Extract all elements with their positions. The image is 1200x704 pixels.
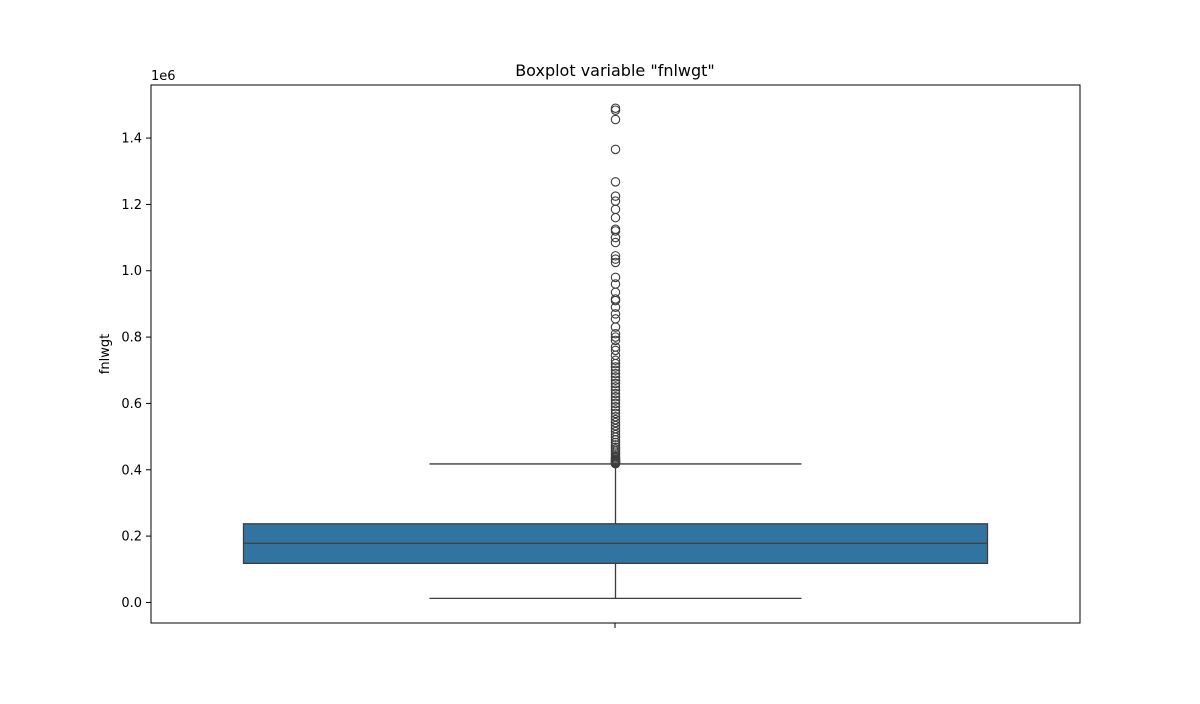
outlier-point xyxy=(610,378,621,389)
outlier-point xyxy=(610,405,621,415)
outlier-point xyxy=(610,114,621,125)
outlier-point xyxy=(610,251,621,261)
outlier-point xyxy=(610,382,621,392)
outlier-point xyxy=(610,103,621,113)
outlier-point xyxy=(610,388,621,399)
outlier-point xyxy=(610,362,621,372)
outlier-point xyxy=(610,314,621,324)
outlier-points xyxy=(610,103,621,469)
outlier-point xyxy=(610,417,621,428)
outlier-point xyxy=(610,411,621,422)
outlier-point xyxy=(610,440,621,450)
outlier-point xyxy=(610,272,621,283)
outlier-point xyxy=(610,329,621,339)
outlier-point xyxy=(610,345,621,356)
y-axis-ticks: 0.0 0.2 0.4 0.6 0.8 1.0 1.2 1.4 xyxy=(121,132,151,611)
outlier-point xyxy=(610,372,621,382)
outlier-point xyxy=(610,279,621,289)
y-tick-label: 1.2 xyxy=(121,198,142,213)
outlier-point xyxy=(610,368,621,379)
outlier-point xyxy=(610,257,621,268)
outlier-point xyxy=(610,224,621,235)
outlier-point xyxy=(610,414,621,425)
outlier-point xyxy=(610,395,621,405)
y-tick-label: 0.0 xyxy=(121,596,142,611)
outlier-point xyxy=(610,429,621,440)
outlier-point xyxy=(610,191,621,201)
outlier-point xyxy=(610,177,621,187)
chart-title: Boxplot variable "fnlwgt" xyxy=(515,61,715,80)
outlier-point xyxy=(610,294,621,304)
outlier-point xyxy=(610,332,621,342)
outlier-point xyxy=(610,309,621,319)
outlier-point xyxy=(610,392,621,402)
y-tick-label: 0.2 xyxy=(121,530,142,545)
box-group xyxy=(242,463,989,600)
outlier-point xyxy=(610,335,621,346)
outlier-point xyxy=(610,385,621,395)
outlier-point xyxy=(610,426,621,437)
outlier-point xyxy=(610,420,621,431)
y-tick-label: 0.6 xyxy=(121,397,142,412)
outlier-point xyxy=(610,254,621,264)
outlier-point xyxy=(610,144,621,155)
y-tick-label: 1.0 xyxy=(121,264,142,279)
outlier-point xyxy=(610,196,621,206)
y-tick-label: 0.8 xyxy=(121,331,142,346)
outlier-point xyxy=(610,365,621,376)
y-tick-label: 1.4 xyxy=(121,132,142,147)
outlier-point xyxy=(610,423,621,434)
outlier-point xyxy=(610,342,621,352)
outlier-point xyxy=(610,401,621,412)
outlier-point xyxy=(610,355,621,366)
outlier-point xyxy=(610,375,621,385)
outlier-point xyxy=(610,398,621,409)
outlier-point xyxy=(610,237,621,248)
y-axis-offset-label: 1e6 xyxy=(151,69,176,84)
y-axis-label: fnlwgt xyxy=(98,334,113,374)
outlier-point xyxy=(610,442,621,452)
y-tick-label: 0.4 xyxy=(121,463,142,478)
outlier-point xyxy=(610,408,621,419)
